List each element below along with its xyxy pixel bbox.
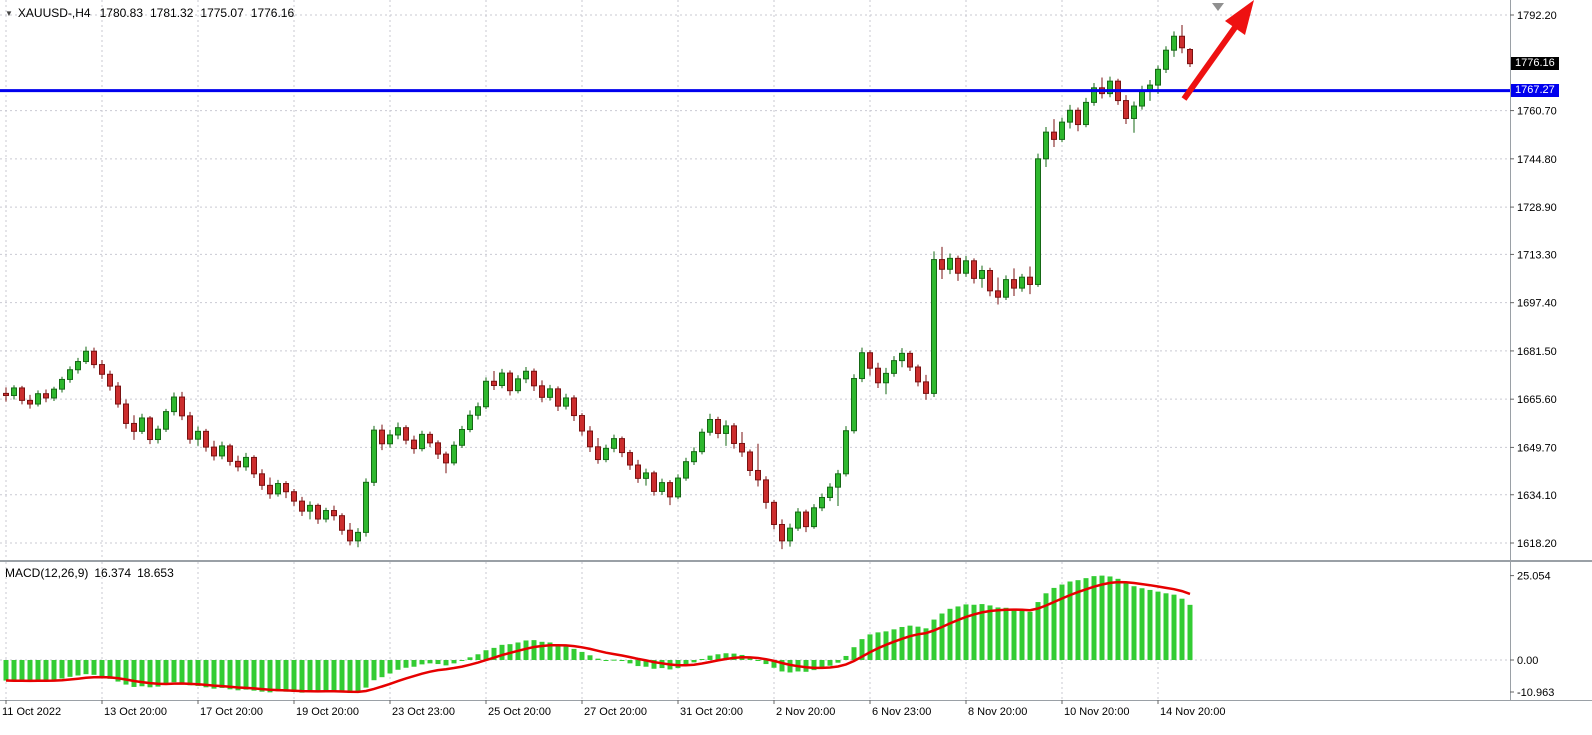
svg-text:10 Nov 20:00: 10 Nov 20:00 <box>1064 706 1129 718</box>
svg-text:-10.963: -10.963 <box>1517 687 1554 699</box>
macd-signal-value: 18.653 <box>137 566 174 580</box>
svg-text:19 Oct 20:00: 19 Oct 20:00 <box>296 706 359 718</box>
svg-text:1697.40: 1697.40 <box>1517 298 1557 310</box>
svg-text:27 Oct 20:00: 27 Oct 20:00 <box>584 706 647 718</box>
hline-price-badge: 1767.27 <box>1511 84 1559 97</box>
ohlc-close-value: 1776.16 <box>250 6 295 20</box>
macd-name: MACD(12,26,9) <box>5 566 89 580</box>
svg-text:1760.70: 1760.70 <box>1517 106 1557 118</box>
svg-text:1728.90: 1728.90 <box>1517 202 1557 214</box>
svg-text:1681.50: 1681.50 <box>1517 346 1557 358</box>
svg-text:8 Nov 20:00: 8 Nov 20:00 <box>968 706 1027 718</box>
svg-text:17 Oct 20:00: 17 Oct 20:00 <box>200 706 263 718</box>
svg-text:25 Oct 20:00: 25 Oct 20:00 <box>488 706 551 718</box>
svg-text:23 Oct 23:00: 23 Oct 23:00 <box>392 706 455 718</box>
gridlines <box>0 0 1510 700</box>
svg-text:1649.70: 1649.70 <box>1517 442 1557 454</box>
current-price-badge: 1776.16 <box>1511 57 1559 70</box>
svg-text:1713.30: 1713.30 <box>1517 249 1557 261</box>
ohlc-open-value: 1780.83 <box>99 6 143 20</box>
macd-indicator-label: MACD(12,26,9) 16.374 18.653 <box>5 566 180 580</box>
svg-text:2 Nov 20:00: 2 Nov 20:00 <box>776 706 835 718</box>
chart-shift-marker[interactable] <box>1212 3 1224 11</box>
trend-arrow-object[interactable] <box>1181 0 1254 101</box>
price-axis[interactable]: 1792.20 1760.70 1744.80 1728.90 1713.30 1697.… <box>1510 10 1557 699</box>
ohlc-high-value: 1781.32 <box>150 6 194 20</box>
svg-text:1792.20: 1792.20 <box>1517 10 1557 22</box>
svg-text:14 Nov 20:00: 14 Nov 20:00 <box>1160 706 1225 718</box>
svg-text:11 Oct 2022: 11 Oct 2022 <box>2 706 61 718</box>
svg-text:1744.80: 1744.80 <box>1517 154 1557 166</box>
svg-text:31 Oct 20:00: 31 Oct 20:00 <box>680 706 743 718</box>
candlestick-series <box>3 25 1193 550</box>
svg-text:1634.10: 1634.10 <box>1517 490 1557 502</box>
svg-text:13 Oct 20:00: 13 Oct 20:00 <box>104 706 167 718</box>
svg-text:0.00: 0.00 <box>1517 655 1538 667</box>
ohlc-low-value: 1775.07 <box>200 6 244 20</box>
macd-main-value: 16.374 <box>94 566 132 580</box>
oneclick-trading-collapse-icon[interactable]: ▼ <box>5 8 13 18</box>
svg-text:1665.60: 1665.60 <box>1517 394 1557 406</box>
chart-title-bar: ▼ XAUUSD-,H4 1780.83 1781.32 1775.07 177… <box>5 6 301 20</box>
svg-text:25.054: 25.054 <box>1517 571 1551 583</box>
macd-signal-line <box>5 580 1191 694</box>
svg-text:1618.20: 1618.20 <box>1517 538 1557 550</box>
panel-separator[interactable] <box>0 560 1592 562</box>
macd-histogram <box>3 575 1193 694</box>
svg-text:6 Nov 23:00: 6 Nov 23:00 <box>872 706 931 718</box>
time-axis[interactable]: 11 Oct 2022 13 Oct 20:00 17 Oct 20:00 19 Oc… <box>2 700 1225 718</box>
symbol-timeframe-label: XAUUSD-,H4 <box>17 6 91 20</box>
